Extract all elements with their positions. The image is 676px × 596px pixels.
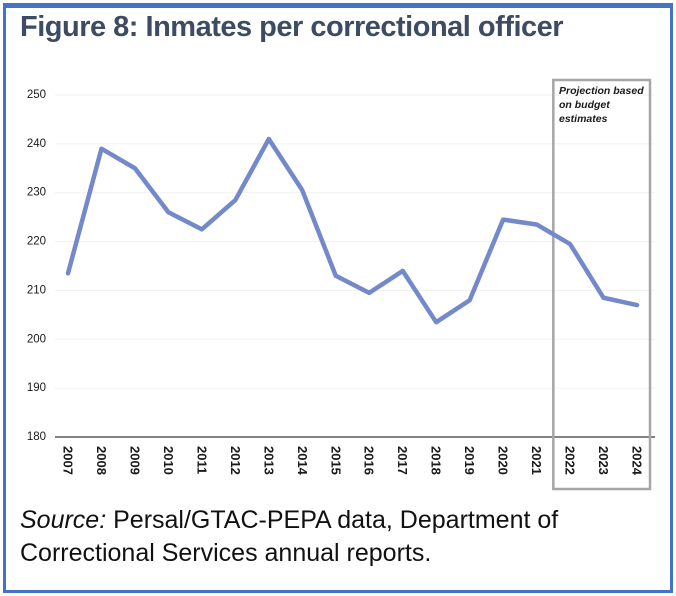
y-tick-label: 250 bbox=[27, 89, 46, 101]
y-tick-label: 190 bbox=[27, 382, 46, 394]
figure-panel: Figure 8: Inmates per correctional offic… bbox=[3, 3, 673, 593]
x-tick-label: 2009 bbox=[127, 446, 142, 475]
x-tick-label: 2022 bbox=[563, 446, 578, 475]
source-text: Persal/GTAC-PEPA data, Department of Cor… bbox=[20, 506, 559, 567]
y-tick-label: 210 bbox=[27, 284, 46, 296]
projection-box bbox=[552, 78, 652, 491]
y-tick-label: 200 bbox=[27, 333, 46, 345]
projection-annotation: Projection based on budget estimates bbox=[559, 85, 644, 126]
x-tick-label: 2024 bbox=[630, 446, 645, 476]
y-tick-label: 220 bbox=[27, 236, 46, 248]
y-tick-label: 180 bbox=[27, 431, 46, 443]
x-tick-label: 2014 bbox=[295, 446, 310, 476]
x-tick-label: 2021 bbox=[529, 446, 544, 475]
line-chart: 180 190 200 210 220 230 240 250 2007 2008 2009 2010… bbox=[6, 8, 670, 590]
x-tick-label: 2007 bbox=[61, 446, 76, 475]
chart-canvas: 180 190 200 210 220 230 240 250 2007 2008 2009 2010… bbox=[27, 78, 655, 491]
x-tick-label: 2020 bbox=[496, 446, 511, 475]
y-tick-label: 240 bbox=[27, 138, 46, 150]
y-tick-label: 230 bbox=[27, 187, 46, 199]
x-tick-label: 2010 bbox=[161, 446, 176, 475]
x-tick-label: 2011 bbox=[194, 446, 209, 474]
figure-title: Figure 8: Inmates per correctional offic… bbox=[20, 11, 564, 43]
x-tick-label: 2018 bbox=[429, 446, 444, 475]
data-line-inmates-per-officer bbox=[65, 136, 640, 325]
x-tick-label: 2023 bbox=[596, 446, 611, 475]
x-tick-label: 2008 bbox=[94, 446, 109, 475]
x-tick-label: 2015 bbox=[328, 446, 343, 475]
source-note: Source: Persal/GTAC-PEPA data, Departmen… bbox=[20, 504, 652, 570]
x-tick-label: 2017 bbox=[395, 446, 410, 475]
x-tick-label: 2013 bbox=[261, 446, 276, 475]
source-label: Source: bbox=[20, 506, 107, 534]
x-tick-label: 2019 bbox=[462, 446, 477, 475]
x-tick-label: 2016 bbox=[362, 446, 377, 475]
x-tick-label: 2012 bbox=[228, 446, 243, 475]
